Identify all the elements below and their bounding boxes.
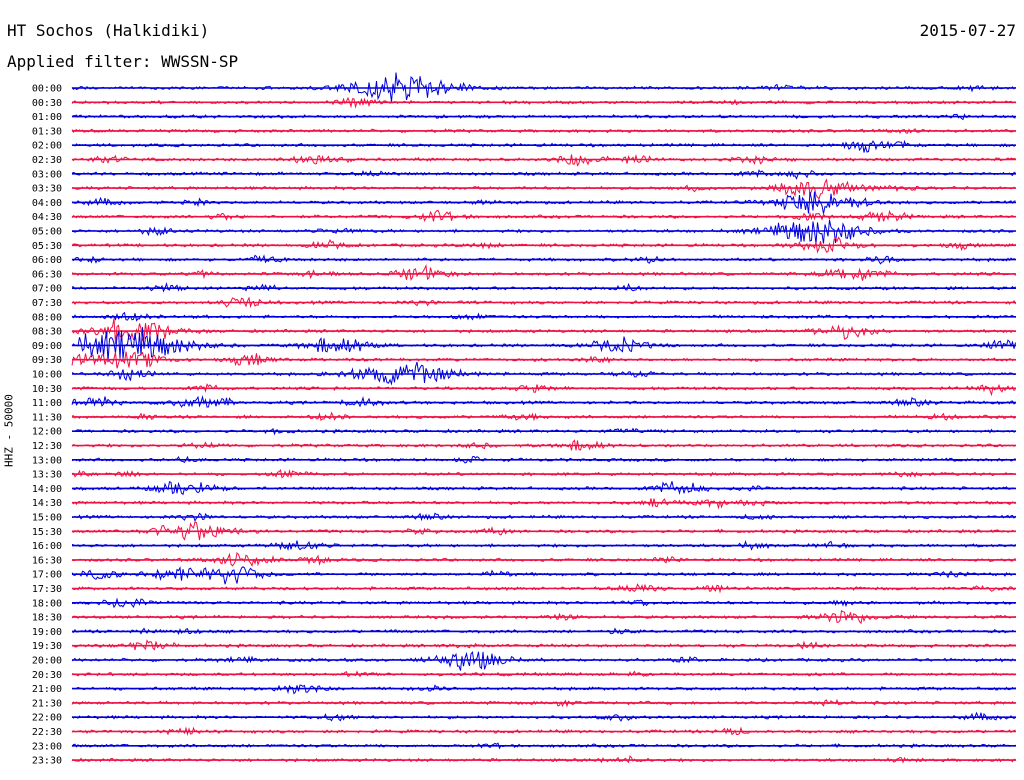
row-time-label: 01:30: [32, 126, 62, 137]
row-time-label: 16:00: [32, 541, 62, 552]
trace-line: [71, 755, 1016, 764]
row-time-label: 05:00: [32, 227, 62, 238]
row-time-label: 05:30: [32, 241, 62, 252]
row-time-label: 11:30: [32, 412, 62, 423]
row-time-label: 22:00: [32, 713, 62, 724]
row-time-label: 12:30: [32, 441, 62, 452]
row-time-label: 09:00: [32, 341, 62, 352]
trace-line: [71, 566, 1016, 585]
station-title: HT Sochos (Halkidiki): [7, 21, 210, 40]
row-time-label: 03:30: [32, 184, 62, 195]
row-time-label: 14:00: [32, 484, 62, 495]
row-time-label: 22:30: [32, 727, 62, 738]
row-time-label: 13:30: [32, 470, 62, 481]
row-time-label: 20:30: [32, 670, 62, 681]
date-label: 2015-07-27: [919, 21, 1016, 40]
trace-line: [71, 311, 1016, 322]
row-time-label: 00:30: [32, 98, 62, 109]
row-time-label: 23:30: [32, 756, 62, 767]
trace-line: [71, 72, 1016, 102]
trace-line: [71, 650, 1016, 671]
row-time-label: 06:30: [32, 269, 62, 280]
row-time-label: 08:00: [32, 312, 62, 323]
row-time-label: 18:30: [32, 613, 62, 624]
trace-line: [71, 383, 1016, 397]
row-time-label: 13:00: [32, 455, 62, 466]
row-time-label: 18:00: [32, 598, 62, 609]
trace-line: [71, 395, 1016, 408]
trace-line: [71, 139, 1016, 153]
row-time-label: 21:00: [32, 684, 62, 695]
row-time-label: 15:30: [32, 527, 62, 538]
row-time-label: 23:00: [32, 741, 62, 752]
row-time-label: 02:00: [32, 141, 62, 152]
row-time-label: 17:00: [32, 570, 62, 581]
trace-line: [71, 219, 1016, 244]
row-time-label: 01:00: [32, 112, 62, 123]
row-time-label: 02:30: [32, 155, 62, 166]
trace-line: [71, 361, 1016, 386]
row-time-label: 12:00: [32, 427, 62, 438]
row-time-label: 07:30: [32, 298, 62, 309]
row-time-label: 16:30: [32, 555, 62, 566]
row-time-label: 08:30: [32, 327, 62, 338]
row-time-label: 11:00: [32, 398, 62, 409]
row-time-label: 14:30: [32, 498, 62, 509]
row-time-label: 04:00: [32, 198, 62, 209]
row-time-label: 03:00: [32, 169, 62, 180]
row-time-label: 15:00: [32, 513, 62, 524]
row-time-label: 19:30: [32, 641, 62, 652]
row-time-label: 10:00: [32, 370, 62, 381]
row-time-label: 04:30: [32, 212, 62, 223]
trace-line: [72, 178, 1016, 200]
row-time-label: 09:30: [32, 355, 62, 366]
row-time-label: 19:00: [32, 627, 62, 638]
filter-label: Applied filter: WWSSN-SP: [7, 52, 239, 71]
row-time-label: 17:30: [32, 584, 62, 595]
row-time-label: 20:00: [32, 656, 62, 667]
row-time-label: 00:00: [32, 84, 62, 95]
row-time-label: 06:00: [32, 255, 62, 266]
row-time-label: 10:30: [32, 384, 62, 395]
row-time-label: 07:00: [32, 284, 62, 295]
row-time-label: 21:30: [32, 698, 62, 709]
